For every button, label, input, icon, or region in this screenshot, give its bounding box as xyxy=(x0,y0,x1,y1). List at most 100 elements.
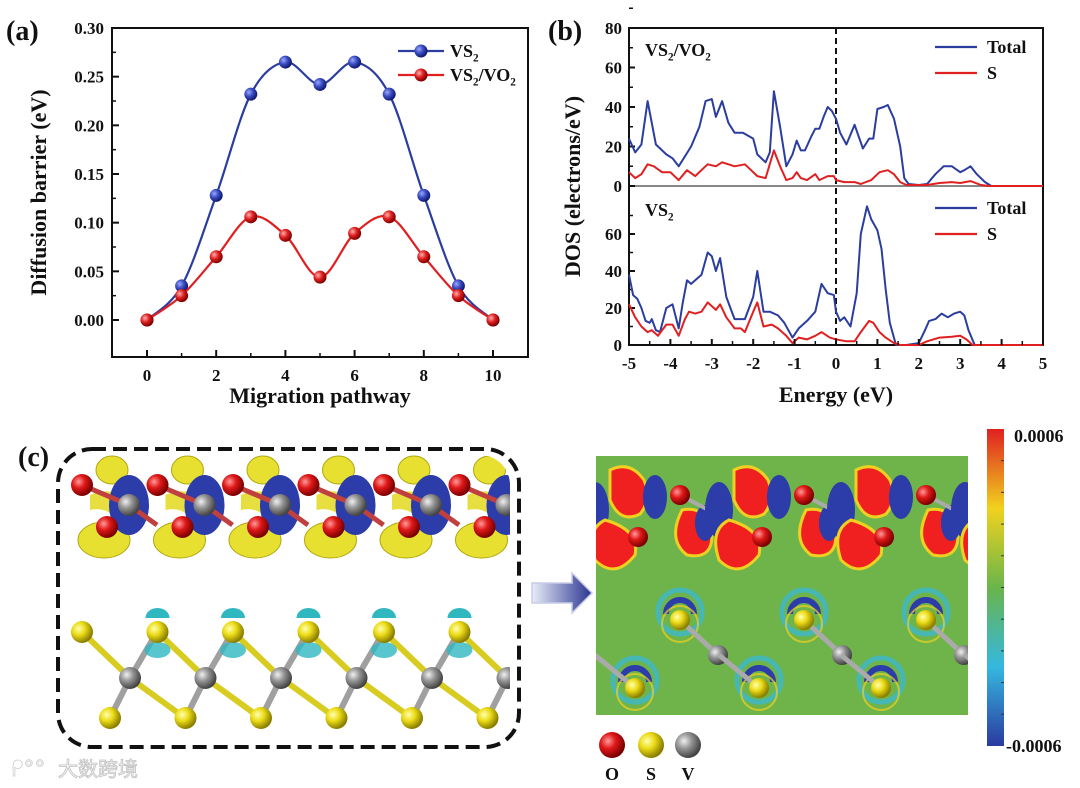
sulfur-atom xyxy=(297,621,320,643)
negative-ring xyxy=(610,655,660,705)
bond xyxy=(155,629,208,681)
vanadium-atom xyxy=(193,494,216,516)
oxygen-atom xyxy=(874,527,894,547)
vanadium-atom xyxy=(269,494,291,516)
oxygen-atom xyxy=(794,485,814,505)
colorbar-min-label: -0.0006 xyxy=(1006,736,1062,756)
subscript: 2 xyxy=(668,212,674,224)
vanadium-atom-icon xyxy=(675,732,701,758)
x-tick-label: 5 xyxy=(1039,354,1048,373)
vanadium-atom xyxy=(119,667,141,689)
x-tick-label: -3 xyxy=(705,354,719,373)
data-point xyxy=(451,289,465,303)
bond xyxy=(1050,620,1080,655)
x-axis-label: Migration pathway xyxy=(229,383,411,408)
isosurface-positive xyxy=(171,455,204,485)
isosurface-positive xyxy=(95,455,129,485)
vanadium-atom xyxy=(495,494,510,516)
oxygen-atom xyxy=(222,474,244,496)
oxygen-atom xyxy=(373,474,395,496)
subscript: 2 xyxy=(668,52,674,64)
x-tick-label: 4 xyxy=(281,366,290,385)
sulfur-atom xyxy=(325,707,348,729)
bond xyxy=(354,675,414,721)
charge-density-isosurface xyxy=(71,455,510,729)
data-point xyxy=(175,279,189,293)
isosurface-positive xyxy=(246,455,280,485)
y-tick-label: 20 xyxy=(605,299,622,318)
sulfur-atom xyxy=(71,621,93,643)
data-point xyxy=(209,250,223,264)
data-point xyxy=(140,313,154,327)
x-tick-label: 8 xyxy=(420,366,429,385)
text-part: VS xyxy=(450,65,473,85)
vanadium-atom xyxy=(270,667,292,689)
positive-region xyxy=(960,523,968,565)
bond xyxy=(381,629,435,681)
y-tick-label: 40 xyxy=(605,262,622,281)
legend-label: VS2 xyxy=(450,41,479,65)
data-point xyxy=(175,289,189,303)
data-point xyxy=(278,228,292,242)
oxygen-atom xyxy=(448,474,471,496)
sulfur-atom xyxy=(794,610,814,630)
data-point xyxy=(382,210,396,224)
isosurface-negative xyxy=(372,608,396,618)
oxygen-atom xyxy=(752,527,772,547)
x-axis-label: Energy (eV) xyxy=(779,382,893,407)
sulfur-atom xyxy=(1040,610,1060,630)
vanadium-atom xyxy=(496,667,510,689)
data-point xyxy=(244,87,258,101)
y-tick-label: 0.25 xyxy=(74,68,104,87)
sulfur-atom xyxy=(146,621,169,643)
y-tick-label: 0.00 xyxy=(74,311,104,330)
bond xyxy=(1008,515,1080,540)
isosurface-positive xyxy=(397,455,431,485)
bond xyxy=(203,675,263,721)
y-tick-label: 80 xyxy=(605,19,622,38)
legend-label: VS2/VO2 xyxy=(450,65,516,89)
data-point xyxy=(417,188,431,202)
sulfur-atom xyxy=(749,678,769,698)
isosurface-negative xyxy=(220,642,246,658)
oxygen-atom xyxy=(670,485,690,505)
isosurface-positive xyxy=(322,455,355,485)
bond xyxy=(457,629,510,681)
sulfur-atom xyxy=(373,621,395,643)
sulfur-atom xyxy=(625,678,645,698)
y-tick-label: 0 xyxy=(614,177,623,196)
text-part: VS xyxy=(450,41,473,61)
oxygen-atom xyxy=(473,516,496,538)
colorbar xyxy=(987,429,1004,746)
bond xyxy=(230,629,284,681)
negative-ring xyxy=(901,587,951,637)
subscript: 2 xyxy=(473,53,479,65)
data-point xyxy=(348,55,362,69)
oxygen-atom xyxy=(171,516,194,538)
data-point xyxy=(244,210,258,224)
sulfur-atom xyxy=(871,678,891,698)
negative-region xyxy=(1036,600,1064,614)
sulfur-atom xyxy=(222,621,244,643)
text-part: /VO xyxy=(478,65,511,85)
bond xyxy=(306,629,359,681)
positive-ring xyxy=(785,605,823,643)
isosurface-negative xyxy=(145,608,170,618)
oxygen-atom xyxy=(322,516,345,538)
vanadium-atom xyxy=(345,667,368,689)
x-tick-label: 1 xyxy=(873,354,882,373)
oxygen-atom xyxy=(247,516,269,538)
sulfur-atom xyxy=(476,707,499,729)
vanadium-atom xyxy=(420,494,442,516)
legend-label: Total xyxy=(987,198,1026,218)
text-part: /VO xyxy=(673,40,706,60)
watermark: ᖰ°° 大数跨境 xyxy=(12,757,139,783)
panel-label-c: (c) xyxy=(18,442,49,473)
negative-region xyxy=(1013,475,1037,519)
x-tick-label: 10 xyxy=(485,366,502,385)
sulfur-atom-icon xyxy=(638,732,664,758)
x-tick-label: -2 xyxy=(746,354,760,373)
y-tick-label: 0.05 xyxy=(74,262,104,281)
arrow-icon xyxy=(531,571,594,615)
negative-ring xyxy=(856,655,906,705)
